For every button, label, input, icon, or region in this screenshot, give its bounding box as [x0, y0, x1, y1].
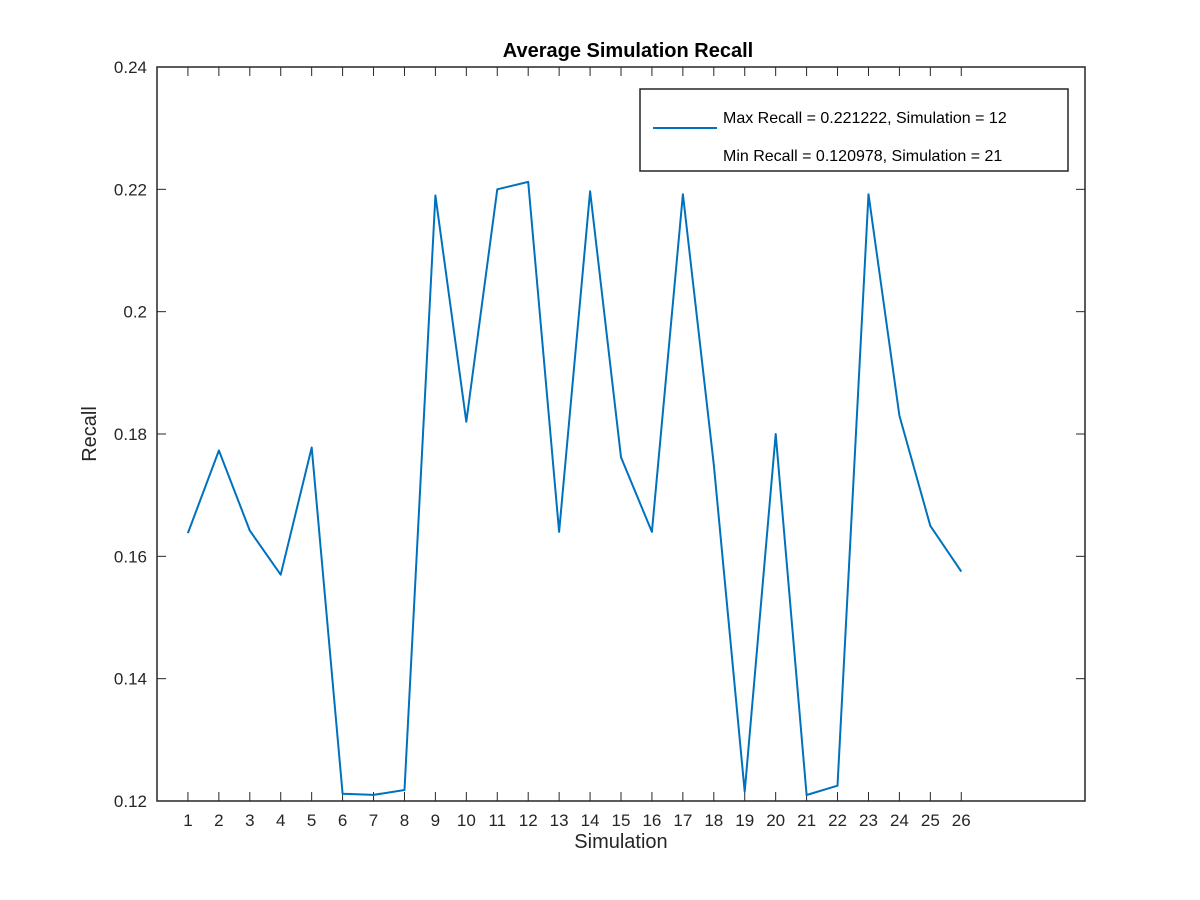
x-tick-label: 14 — [581, 811, 600, 830]
x-tick-label: 21 — [797, 811, 816, 830]
y-tick-label: 0.2 — [123, 303, 147, 322]
tick-labels: 1 2 3 4 5 6 7 8 9 10 11 12 13 14 15 16 17 18 19 20 21 22 23 24 2… — [114, 58, 971, 830]
legend-entry-min: Min Recall = 0.120978, Simulation = 21 — [723, 148, 1002, 165]
axis-ticks — [157, 66, 1085, 802]
x-axis-label: Simulation — [574, 831, 667, 853]
x-tick-label: 6 — [338, 811, 347, 830]
chart-title: Average Simulation Recall — [503, 40, 753, 62]
y-tick-label: 0.24 — [114, 58, 147, 77]
x-tick-label: 12 — [519, 811, 538, 830]
x-tick-label: 26 — [952, 811, 971, 830]
y-axis-label: Recall — [79, 406, 101, 462]
x-tick-label: 5 — [307, 811, 316, 830]
x-tick-label: 13 — [550, 811, 569, 830]
legend-entry-max: Max Recall = 0.221222, Simulation = 12 — [723, 110, 1007, 127]
x-tick-label: 23 — [859, 811, 878, 830]
x-tick-label: 2 — [214, 811, 223, 830]
x-tick-label: 7 — [369, 811, 378, 830]
x-tick-label: 9 — [431, 811, 440, 830]
x-tick-label: 3 — [245, 811, 254, 830]
x-tick-label: 15 — [612, 811, 631, 830]
legend: Max Recall = 0.221222, Simulation = 12 M… — [639, 88, 1069, 172]
x-tick-label: 10 — [457, 811, 476, 830]
series-line — [186, 180, 963, 796]
y-tick-label: 0.14 — [114, 670, 147, 689]
x-tick-label: 17 — [673, 811, 692, 830]
y-tick-label: 0.22 — [114, 180, 147, 199]
x-tick-label: 11 — [488, 811, 506, 830]
plot-area — [157, 67, 1085, 801]
plot-frame — [156, 66, 1086, 802]
x-tick-label: 22 — [828, 811, 847, 830]
x-tick-label: 20 — [766, 811, 785, 830]
x-tick-label: 19 — [735, 811, 754, 830]
y-tick-label: 0.12 — [114, 792, 147, 811]
x-tick-label: 24 — [890, 811, 909, 830]
x-tick-label: 4 — [276, 811, 285, 830]
y-tick-label: 0.16 — [114, 547, 147, 566]
x-tick-label: 16 — [642, 811, 661, 830]
legend-box — [639, 88, 1069, 172]
x-tick-label: 8 — [400, 811, 409, 830]
x-tick-label: 25 — [921, 811, 940, 830]
x-tick-label: 18 — [704, 811, 723, 830]
x-tick-label: 1 — [183, 811, 192, 830]
y-tick-label: 0.18 — [114, 425, 147, 444]
